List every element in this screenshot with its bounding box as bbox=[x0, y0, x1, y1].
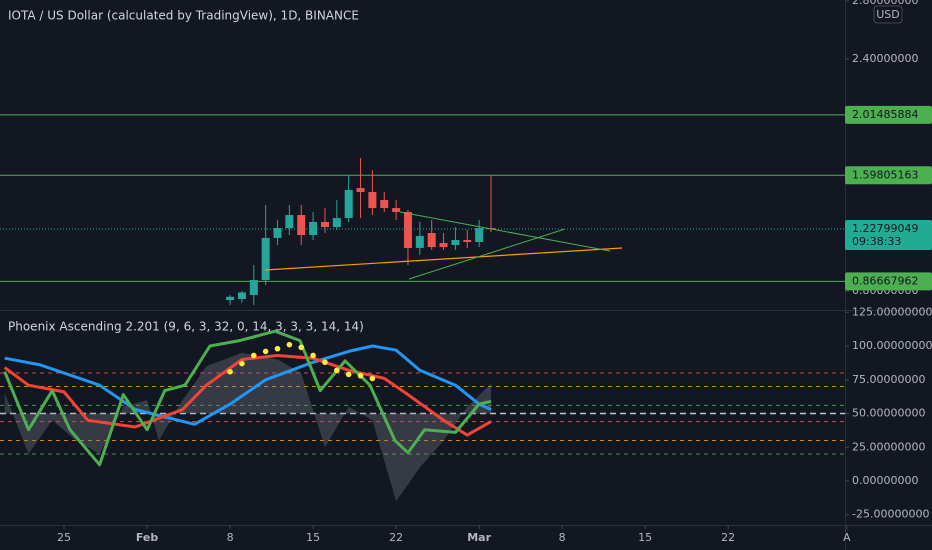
candle-body bbox=[261, 237, 270, 280]
x-tick-label: 15 bbox=[306, 531, 320, 544]
indicator-title: Phoenix Ascending 2.201 (9, 6, 3, 32, 0,… bbox=[8, 320, 364, 334]
line-series bbox=[4, 344, 492, 426]
candle-body bbox=[356, 188, 365, 192]
candle-body bbox=[392, 208, 401, 212]
x-tick-label: Mar bbox=[467, 531, 491, 544]
candle-body bbox=[273, 228, 282, 238]
price-label: 0.86667962 bbox=[852, 274, 918, 287]
countdown-label: 09:38:33 bbox=[852, 235, 901, 248]
candle-body bbox=[309, 221, 318, 236]
dot bbox=[322, 359, 328, 366]
axes: 2.800000002.400000000.800000002.01485884… bbox=[57, 0, 932, 544]
candle-body bbox=[380, 199, 389, 209]
line-series bbox=[3, 354, 492, 437]
area bbox=[4, 352, 491, 502]
price-label-bg bbox=[845, 105, 932, 124]
candle-body bbox=[320, 221, 329, 228]
dot bbox=[369, 375, 376, 382]
candle-body bbox=[439, 243, 448, 248]
y-tick-label: -25.00000000 bbox=[852, 508, 929, 521]
candle-body bbox=[368, 191, 377, 209]
candle-body bbox=[344, 189, 353, 219]
x-tick-label: Feb bbox=[136, 531, 159, 544]
x-tick-label: 22 bbox=[721, 531, 735, 544]
dot bbox=[334, 367, 340, 374]
currency-badge[interactable] bbox=[873, 5, 903, 24]
dot bbox=[274, 345, 281, 352]
dot bbox=[227, 368, 233, 375]
trend-line bbox=[264, 247, 623, 271]
y-tick-label: 25.00000000 bbox=[852, 440, 925, 453]
price-label: 1.59805163 bbox=[852, 168, 918, 181]
currency-label: USD bbox=[876, 8, 900, 21]
candle-body bbox=[237, 292, 246, 299]
candle-body bbox=[427, 233, 436, 248]
candle-body bbox=[403, 211, 412, 248]
dot bbox=[298, 344, 305, 351]
x-tick-label: 15 bbox=[638, 531, 652, 544]
current-price-bg bbox=[845, 219, 932, 250]
dot bbox=[250, 352, 257, 359]
y-tick-label: 2.40000000 bbox=[852, 52, 918, 65]
x-tick-label: 8 bbox=[227, 531, 234, 544]
x-tick-label: A bbox=[843, 531, 851, 544]
dot bbox=[239, 360, 245, 367]
price-label-bg bbox=[845, 272, 932, 291]
candle-body bbox=[451, 239, 460, 246]
candle-body bbox=[285, 215, 294, 229]
dot bbox=[286, 341, 293, 348]
y-tick-label: 0.00000000 bbox=[852, 474, 918, 487]
candle-body bbox=[475, 228, 484, 242]
dot bbox=[357, 372, 364, 379]
price-label-bg bbox=[845, 166, 932, 185]
trend-line bbox=[408, 228, 566, 280]
x-tick-label: 22 bbox=[389, 531, 403, 544]
chart-title: IOTA / US Dollar (calculated by TradingV… bbox=[8, 9, 359, 23]
candle-body bbox=[249, 279, 258, 296]
line-series bbox=[3, 329, 492, 467]
y-tick-label: 75.00000000 bbox=[852, 373, 925, 386]
candle-body bbox=[332, 218, 341, 228]
y-tick-label: 50.00000000 bbox=[852, 407, 925, 420]
x-tick-label: 8 bbox=[559, 531, 566, 544]
plots bbox=[0, 114, 845, 502]
trend-line bbox=[399, 211, 611, 252]
y-tick-label: 100.00000000 bbox=[852, 339, 932, 352]
candle-body bbox=[463, 239, 472, 242]
dot bbox=[310, 352, 316, 359]
candle-body bbox=[226, 296, 235, 300]
dot bbox=[262, 348, 269, 355]
y-tick-label: 2.80000000 bbox=[852, 0, 918, 7]
price-label: 2.01485884 bbox=[852, 108, 918, 121]
candle-body bbox=[297, 215, 306, 236]
x-tick-label: 25 bbox=[57, 531, 71, 544]
y-tick-label: 125.00000000 bbox=[852, 305, 932, 318]
dot bbox=[345, 371, 352, 378]
current-price-label: 1.22799049 bbox=[852, 222, 918, 235]
candle-body bbox=[415, 236, 424, 248]
